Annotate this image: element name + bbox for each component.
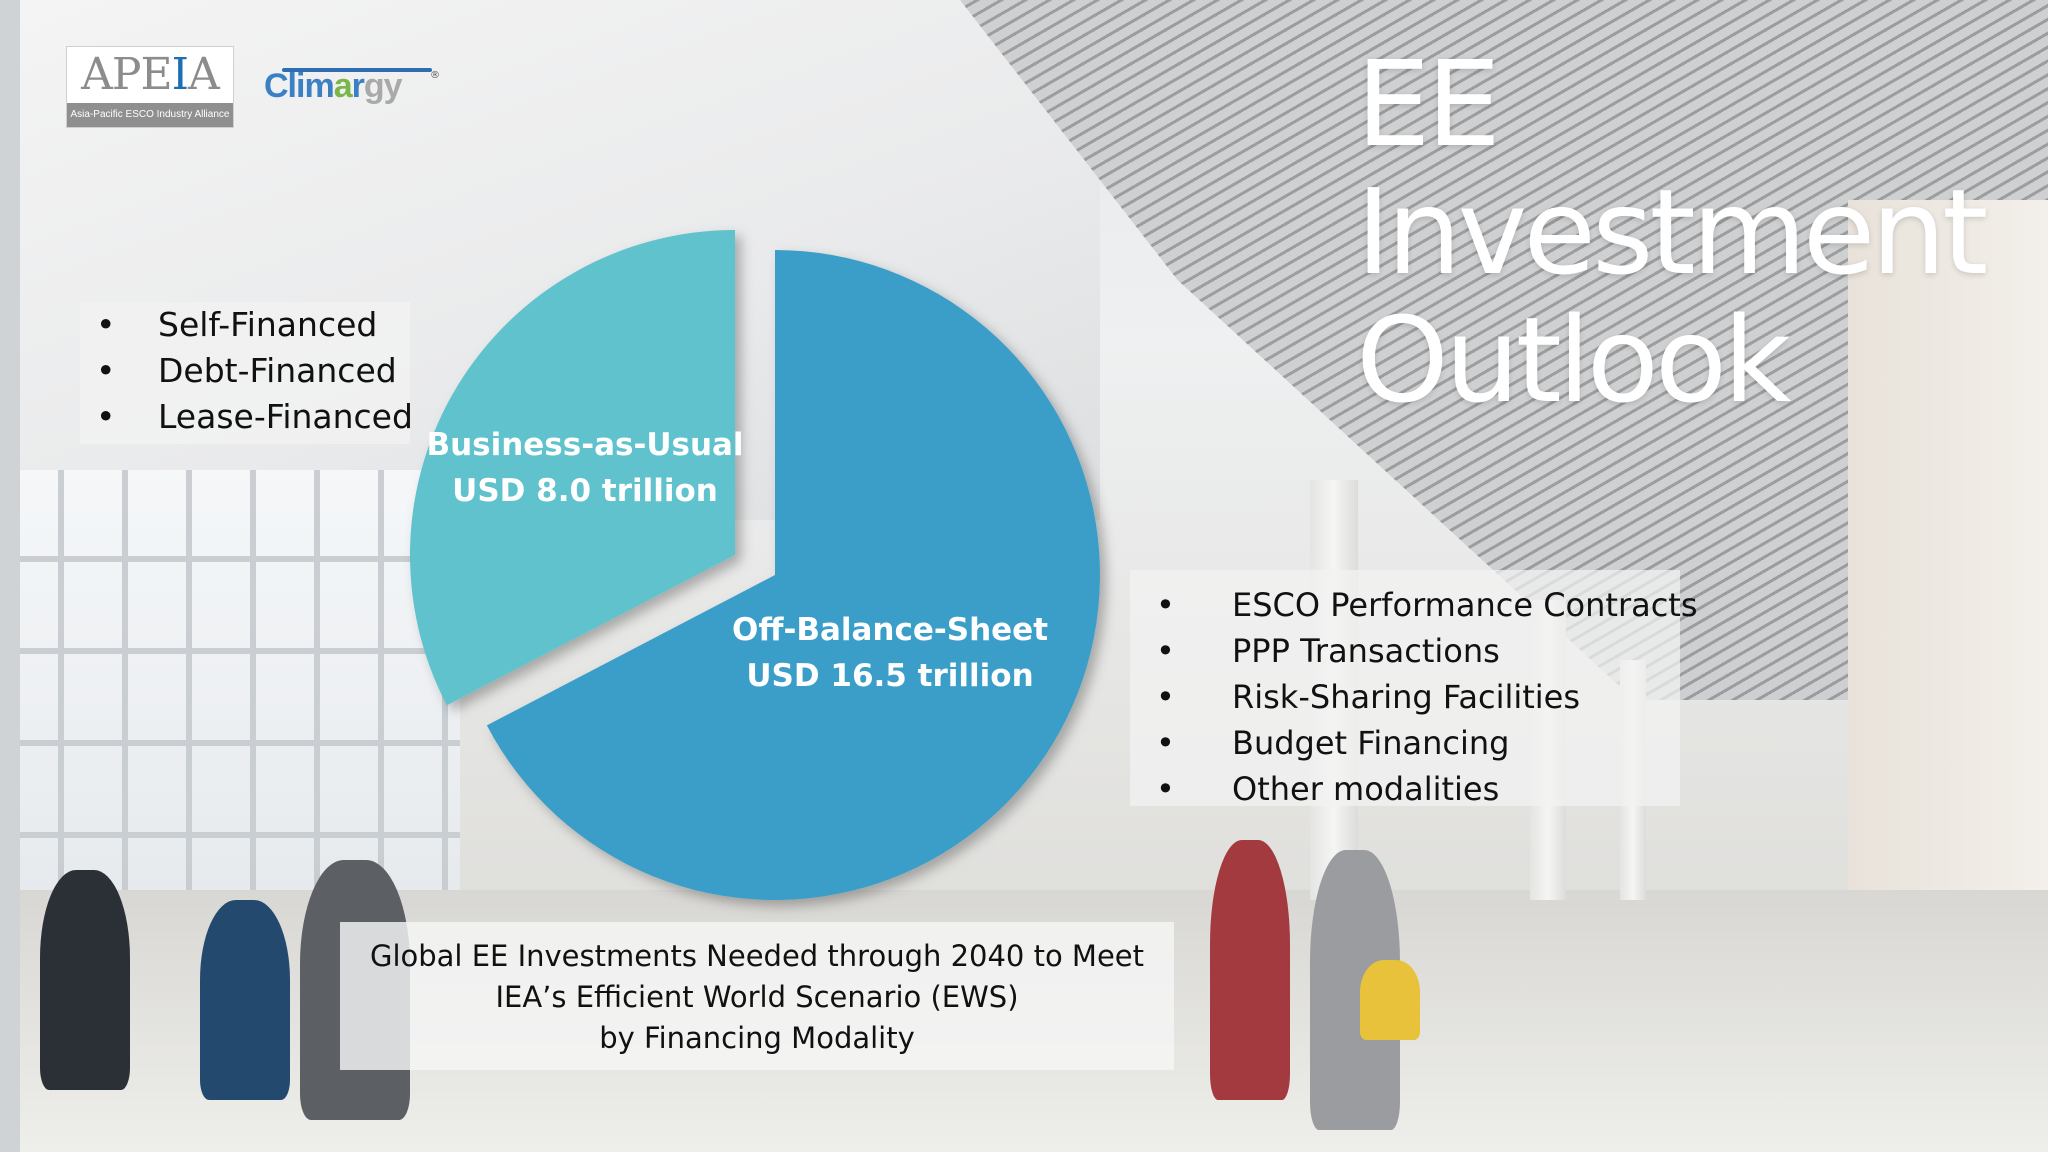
title-line: Outlook [1356,291,1791,429]
list-item: • Lease-Financed [96,394,413,440]
list-item-label: ESCO Performance Contracts [1232,586,1698,624]
climargy-logo-word: Climargy [264,67,403,105]
list-item-label: Other modalities [1232,770,1500,808]
list-item-label: Self-Financed [158,305,378,344]
bullet: • [96,351,116,390]
slice-label-value: USD 16.5 trillion [746,658,1033,694]
window-wall [0,470,460,900]
slice-label-value: USD 8.0 trillion [452,473,718,509]
list-item-label: Risk-Sharing Facilities [1232,678,1581,716]
bullet: • [1156,632,1175,670]
list-item-label: Debt-Financed [158,351,397,390]
caption-line: IEA’s Efficient World Scenario (EWS) [495,980,1019,1014]
caption-line: Global EE Investments Needed through 204… [369,939,1145,973]
apeia-logo-tagline: Asia-Pacific ESCO Industry Alliance [67,103,233,127]
list-item: • ESCO Performance Contracts [1156,582,1698,628]
slice-label-name: Business-as-Usual [426,427,743,463]
list-item: • Budget Financing [1156,720,1680,766]
pie-slice-business-as-usual [410,230,735,706]
list-item: • Debt-Financed [96,348,410,394]
left-edge [0,0,20,1152]
list-item-label: PPP Transactions [1232,632,1500,670]
list-item: • Other modalities [1156,766,1680,812]
person [1210,840,1290,1100]
bullet: • [96,305,116,344]
list-item-label: Lease-Financed [158,397,413,436]
title-line: Investment [1356,163,1988,301]
climargy-swoosh [282,68,432,72]
shopping-bag [1360,960,1420,1040]
bullet: • [1156,586,1175,624]
list-item-label: Budget Financing [1232,724,1510,762]
caption-line: by Financing Modality [599,1021,915,1055]
registered-mark: ® [430,70,440,81]
apeia-logo: APEIA Asia-Pacific ESCO Industry Allianc… [67,47,233,127]
pie-labels: Business-as-Usual USD 8.0 trillion Off-Bal… [426,427,1048,694]
self-financing-list-panel: • Self-Financed • Debt-Financed • Lease-Fin… [80,302,413,444]
chart-caption: Global EE Investments Needed through 204… [340,922,1174,1070]
bullet: • [1156,770,1175,808]
off-balance-sheet-list-panel: • ESCO Performance Contracts • PPP Transac… [1130,570,1698,808]
person [200,900,290,1100]
bullet: • [96,397,116,436]
slide-title: EE Investment Outlook [1356,40,2036,424]
apeia-logo-word: APEIA [81,49,220,100]
list-item: • Risk-Sharing Facilities [1156,674,1680,720]
climargy-logo: Climargy ® [264,64,440,108]
bullet: • [1156,724,1175,762]
list-item: • Self-Financed [96,302,410,348]
pie-slices [410,230,1100,900]
list-item: • PPP Transactions [1156,628,1680,674]
person [40,870,130,1090]
bullet: • [1156,678,1175,716]
right-wall [1848,200,2048,1000]
slice-label-name: Off-Balance-Sheet [732,612,1048,648]
title-line: EE [1356,35,1501,173]
pie-slice-off-balance-sheet [486,250,1100,900]
